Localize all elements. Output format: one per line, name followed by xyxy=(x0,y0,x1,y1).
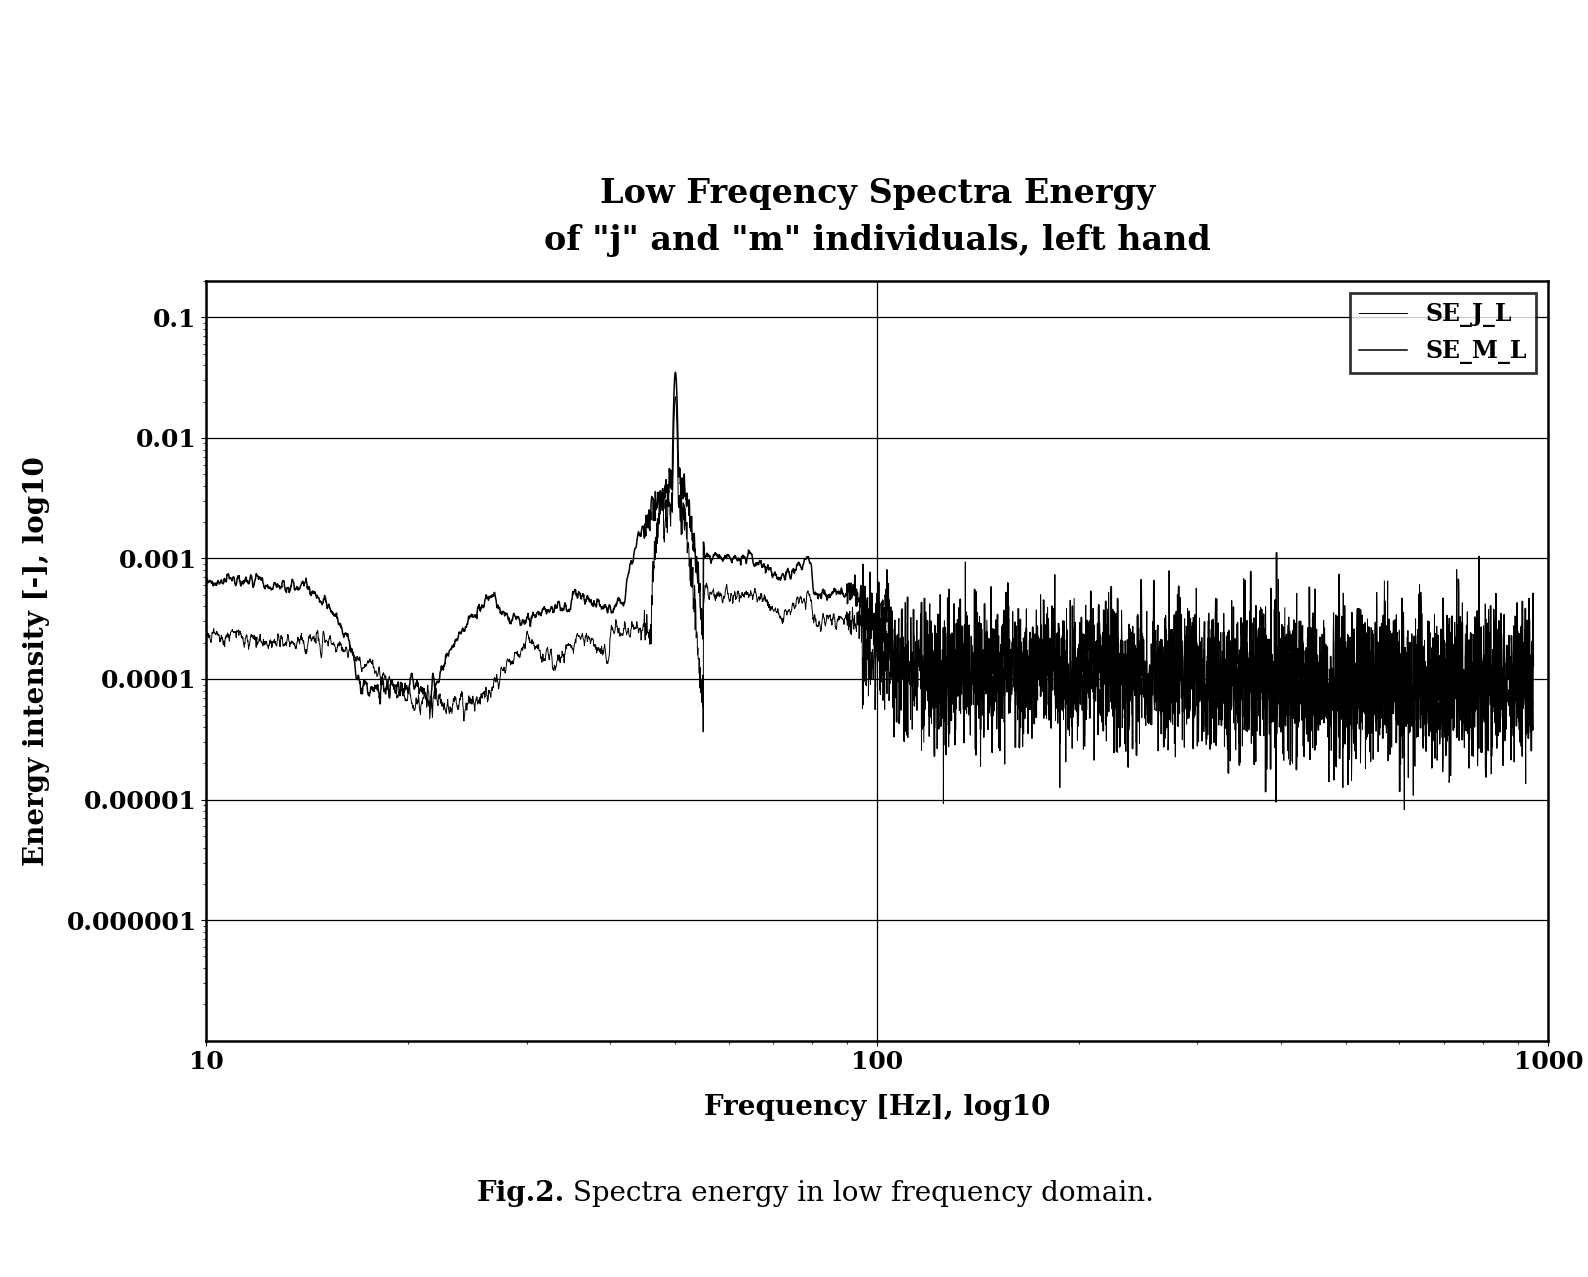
SE_J_L xyxy=(197,619,216,635)
SE_J_L xyxy=(754,587,773,603)
Text: Fig.2.: Fig.2. xyxy=(476,1180,565,1208)
Title: Low Freqency Spectra Energy
of "j" and "m" individuals, left hand: Low Freqency Spectra Energy of "j" and "… xyxy=(545,178,1210,258)
SE_M_L xyxy=(1483,699,1502,714)
SE_J_L xyxy=(1524,642,1544,658)
Line: SE_M_L: SE_M_L xyxy=(206,373,1534,802)
SE_M_L xyxy=(197,572,216,587)
SE_M_L xyxy=(1524,658,1544,673)
SE_M_L xyxy=(765,564,784,580)
SE_J_L xyxy=(1161,714,1180,729)
SE_M_L xyxy=(1418,690,1437,705)
SE_M_L xyxy=(1161,622,1180,637)
Line: SE_J_L: SE_J_L xyxy=(206,397,1534,810)
SE_M_L xyxy=(827,584,846,599)
SE_J_L xyxy=(765,601,784,617)
Legend: SE_J_L, SE_M_L: SE_J_L, SE_M_L xyxy=(1350,292,1537,373)
SE_M_L xyxy=(665,365,684,381)
SE_M_L xyxy=(1266,794,1285,810)
SE_J_L xyxy=(1418,682,1437,697)
SE_M_L xyxy=(754,557,773,572)
SE_J_L xyxy=(1483,660,1502,676)
SE_J_L xyxy=(827,613,846,628)
Y-axis label: Energy intensity [-], log10: Energy intensity [-], log10 xyxy=(22,456,49,866)
SE_J_L xyxy=(1394,802,1413,817)
SE_J_L xyxy=(665,389,684,405)
X-axis label: Frequency [Hz], log10: Frequency [Hz], log10 xyxy=(703,1094,1051,1121)
Text: Spectra energy in low frequency domain.: Spectra energy in low frequency domain. xyxy=(564,1180,1154,1208)
